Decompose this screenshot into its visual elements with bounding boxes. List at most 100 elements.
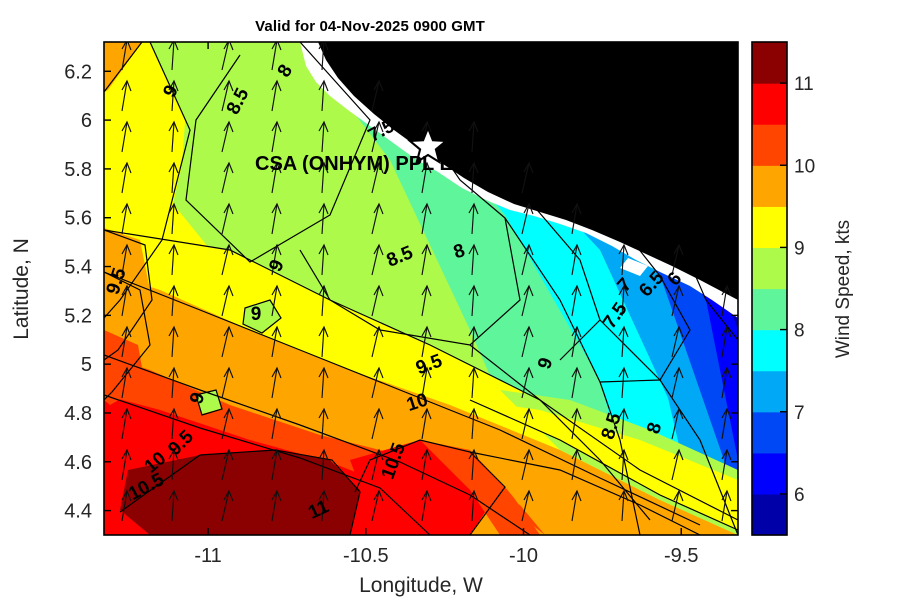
y-tick-label: 5.8 (64, 159, 92, 181)
wind-arrow-shaft (121, 490, 128, 522)
wind-arrow-head (271, 161, 282, 174)
wind-arrow-shaft (221, 42, 230, 71)
colorbar-tick-label: 6 (794, 485, 805, 506)
wind-arrow-shaft (421, 490, 428, 522)
wind-arrow-head (223, 120, 234, 133)
wind-arrow-shaft (121, 408, 128, 440)
x-tick-label: -11 (194, 545, 221, 567)
wind-arrow-shaft (471, 326, 475, 358)
wind-arrow-shaft (421, 408, 428, 440)
wind-arrow-head (168, 407, 179, 420)
wind-arrow-shaft (471, 408, 475, 440)
wind-arrow-shaft (671, 285, 680, 317)
wind-arrow-head (271, 202, 282, 215)
wind-arrow-head (168, 161, 179, 174)
wind-arrow-head (168, 243, 179, 256)
wind-arrow-shaft (421, 203, 428, 235)
wind-arrow-head (121, 325, 132, 338)
wind-arrow-shaft (171, 449, 175, 481)
wind-arrow-shaft (221, 80, 230, 112)
wind-arrow-head (223, 489, 234, 502)
wind-arrow-shaft (271, 203, 278, 235)
wind-arrow-shaft (221, 449, 230, 481)
wind-arrow-head (673, 243, 684, 256)
x-tick-label: -10 (509, 545, 538, 567)
wind-arrow-shaft (221, 408, 230, 440)
wind-arrow-head (618, 489, 629, 502)
wind-arrow-head (318, 79, 329, 92)
wind-arrow-head (121, 448, 132, 461)
wind-arrow-shaft (171, 408, 175, 440)
wind-arrow-head (468, 161, 479, 174)
y-tick-label: 4.6 (64, 452, 92, 474)
wind-arrow-head (318, 42, 329, 51)
wind-arrow-shaft (221, 162, 230, 194)
wind-arrow-shaft (371, 162, 380, 194)
wind-arrow-head (468, 284, 479, 297)
wind-arrow-shaft (271, 121, 278, 153)
wind-arrow-head (618, 448, 629, 461)
wind-arrow-head (271, 407, 282, 420)
wind-arrow-head (673, 489, 684, 502)
wind-arrow-head (121, 79, 132, 92)
wind-arrow-shaft (321, 203, 325, 235)
wind-arrow-shaft (721, 490, 728, 522)
colorbar-tick-label: 10 (794, 156, 815, 177)
plot-frame (103, 41, 739, 536)
wind-arrow-head (673, 284, 684, 297)
wind-arrow-shaft (171, 121, 175, 153)
colorbar-tick-label: 9 (794, 238, 805, 259)
colorbar-title: Wind Speed, kts (833, 220, 854, 358)
wind-arrow-head (523, 489, 534, 502)
wind-arrow-head (618, 284, 629, 297)
chart-title: Valid for 04-Nov-2025 0900 GMT (255, 18, 485, 35)
wind-arrow-head (571, 243, 582, 256)
wind-arrow-shaft (171, 42, 175, 71)
wind-arrow-shaft (671, 490, 680, 522)
wind-arrow-head (223, 366, 234, 379)
wind-arrow-head (373, 489, 384, 502)
wind-arrow-shaft (171, 244, 175, 276)
wind-arrow-head (168, 284, 179, 297)
wind-arrow-head (121, 120, 132, 133)
x-axis-ticks: -11 -10.5 -10 -9.5 (194, 42, 698, 567)
wind-arrow-head (673, 366, 684, 379)
wind-arrow-shaft (271, 449, 278, 481)
wind-arrow-head (271, 448, 282, 461)
x-axis-label: Longitude, W (359, 574, 483, 597)
wind-arrow-head (168, 42, 179, 51)
wind-arrow-head (373, 407, 384, 420)
wind-arrow-head (168, 366, 179, 379)
wind-arrow-head (523, 366, 534, 379)
station-star-icon (407, 125, 449, 165)
wind-arrow-shaft (271, 162, 278, 194)
wind-arrow-shaft (321, 244, 325, 276)
wind-arrow-shaft (121, 285, 128, 317)
wind-arrow-shaft (121, 326, 128, 358)
x-tick-label: -9.5 (664, 545, 698, 567)
wind-arrow-head (421, 120, 432, 133)
wind-arrow-head (468, 407, 479, 420)
landmass (318, 42, 738, 300)
wind-arrow-head (168, 202, 179, 215)
wind-arrow-shaft (371, 367, 380, 399)
wind-arrow-head (673, 325, 684, 338)
wind-arrow-shaft (521, 326, 530, 358)
wind-arrow-shaft (721, 408, 728, 440)
wind-arrow-shaft (371, 408, 380, 440)
wind-arrow-shaft (421, 367, 428, 399)
contour-label: 9 (251, 304, 262, 325)
wind-arrow-head (223, 284, 234, 297)
wind-arrow-head (271, 325, 282, 338)
wind-arrow-shaft (271, 80, 278, 112)
wind-arrow-shaft (621, 244, 625, 276)
colorbar: 6 7 8 9 10 11 Wind Speed, kts (751, 41, 854, 536)
y-tick-label: 4.4 (64, 501, 92, 523)
station-marker-group: CSA (ONHYM) PPL EB (255, 125, 467, 175)
wind-arrow-head (223, 161, 234, 174)
wind-arrow-head (468, 366, 479, 379)
wind-arrow-head (318, 407, 329, 420)
wind-arrow-shaft (571, 244, 578, 276)
wind-arrow-head (721, 448, 732, 461)
